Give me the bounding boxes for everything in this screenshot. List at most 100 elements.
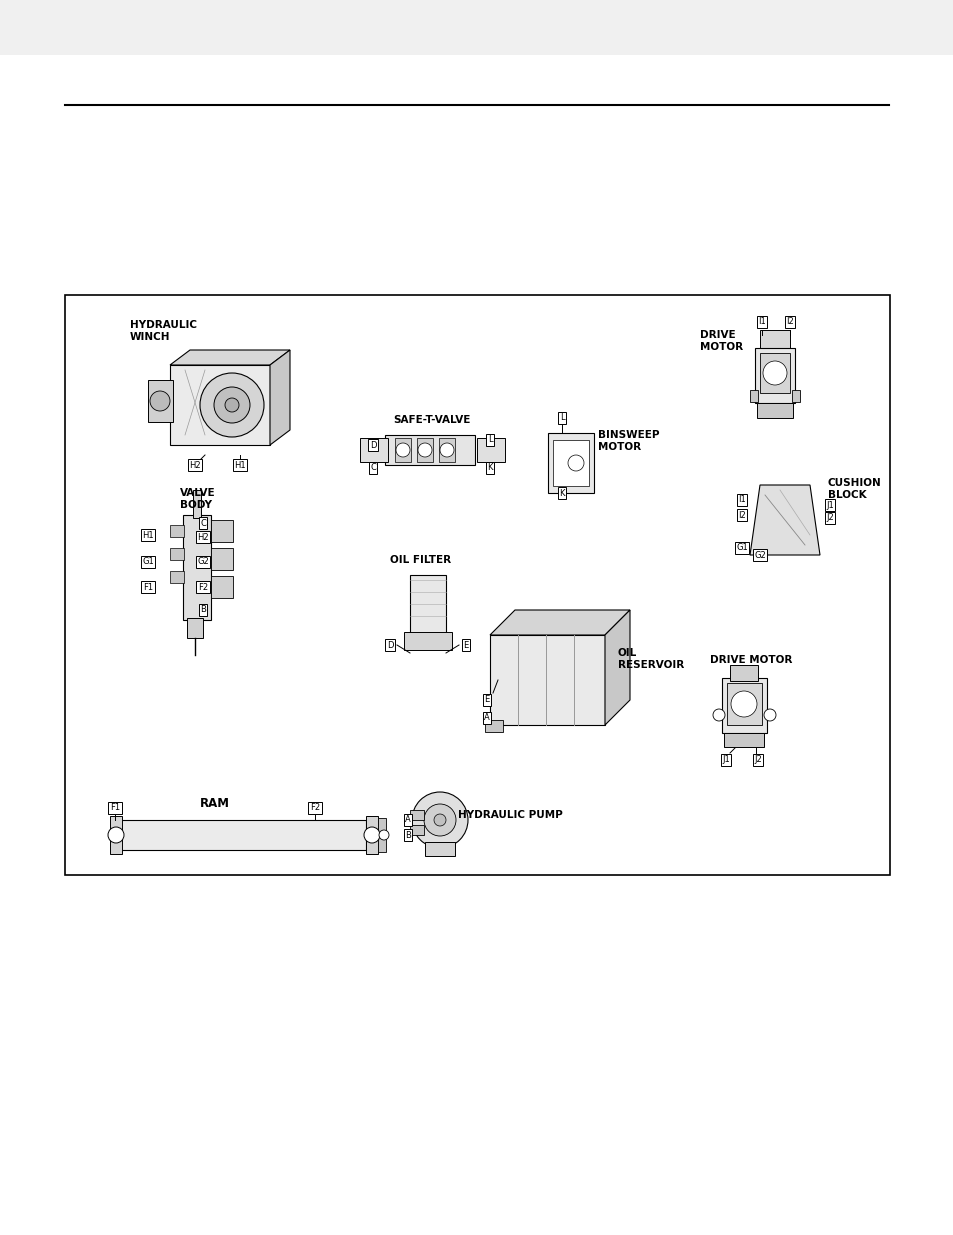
Text: G2: G2 [197, 557, 209, 567]
Bar [438, 438, 455, 462]
Text: VALVE
BODY: VALVE BODY [180, 488, 215, 510]
Circle shape [225, 398, 239, 412]
Text: E: E [463, 641, 468, 650]
Bar [403, 632, 452, 650]
Bar [0, 0, 953, 56]
Circle shape [412, 792, 468, 848]
Polygon shape [490, 610, 629, 635]
Circle shape [423, 804, 456, 836]
Text: H2: H2 [197, 532, 209, 541]
Bar [757, 403, 792, 417]
Bar [170, 571, 184, 583]
Text: C: C [200, 519, 206, 527]
Text: G1: G1 [142, 557, 153, 567]
Text: F1: F1 [110, 804, 120, 813]
Bar [726, 683, 761, 725]
Text: J2: J2 [825, 514, 833, 522]
Text: CUSHION
BLOCK: CUSHION BLOCK [827, 478, 881, 500]
Text: OIL
RESERVOIR: OIL RESERVOIR [618, 648, 683, 671]
Text: D: D [370, 441, 375, 450]
Bar [211, 520, 233, 542]
Circle shape [108, 827, 124, 844]
Text: SAFE-T-VALVE: SAFE-T-VALVE [393, 415, 470, 425]
Text: A: A [405, 815, 411, 825]
Circle shape [417, 443, 432, 457]
Bar [65, 295, 889, 876]
Text: DRIVE MOTOR: DRIVE MOTOR [709, 655, 792, 664]
Text: F2: F2 [197, 583, 208, 592]
Text: I2: I2 [738, 510, 745, 520]
Bar [193, 490, 201, 517]
Text: L: L [487, 436, 492, 445]
Text: HYDRAULIC PUMP: HYDRAULIC PUMP [457, 810, 562, 820]
Bar [170, 548, 184, 559]
Bar [424, 842, 455, 856]
Circle shape [567, 454, 583, 471]
Text: L: L [559, 414, 564, 422]
Circle shape [364, 827, 379, 844]
Bar [729, 664, 758, 680]
Circle shape [395, 443, 410, 457]
Bar [110, 816, 122, 853]
Text: E: E [484, 695, 489, 704]
Bar [359, 438, 388, 462]
Text: B: B [200, 605, 206, 615]
Bar [754, 348, 794, 403]
Bar [148, 380, 172, 422]
Text: OIL FILTER: OIL FILTER [390, 555, 451, 564]
Bar [721, 678, 766, 734]
Bar [187, 618, 203, 638]
Text: I1: I1 [738, 495, 745, 505]
Bar [377, 818, 386, 852]
Text: RAM: RAM [200, 797, 230, 810]
Bar [760, 330, 789, 348]
Text: C: C [370, 463, 375, 473]
Bar [395, 438, 411, 462]
Bar [170, 366, 270, 445]
Text: H1: H1 [233, 461, 246, 469]
Text: BINSWEEP
MOTOR: BINSWEEP MOTOR [598, 430, 659, 452]
Circle shape [150, 391, 170, 411]
Circle shape [434, 814, 446, 826]
Circle shape [378, 830, 389, 840]
Text: F1: F1 [143, 583, 152, 592]
Text: J1: J1 [721, 756, 729, 764]
Bar [553, 440, 588, 487]
Bar [547, 433, 594, 493]
Circle shape [439, 443, 454, 457]
Bar [723, 734, 763, 747]
Circle shape [712, 709, 724, 721]
Circle shape [213, 387, 250, 424]
Text: J2: J2 [753, 756, 761, 764]
Polygon shape [170, 350, 290, 366]
Polygon shape [604, 610, 629, 725]
Polygon shape [270, 350, 290, 445]
Circle shape [762, 361, 786, 385]
Text: I2: I2 [785, 317, 793, 326]
Bar [484, 720, 502, 732]
Bar [385, 435, 475, 466]
Text: J1: J1 [825, 500, 833, 510]
Text: G2: G2 [753, 551, 765, 559]
Circle shape [730, 692, 757, 718]
Text: HYDRAULIC
WINCH: HYDRAULIC WINCH [130, 320, 196, 342]
Circle shape [763, 709, 775, 721]
Text: D: D [386, 641, 393, 650]
Bar [749, 390, 758, 403]
Circle shape [200, 373, 264, 437]
Bar [791, 390, 800, 403]
Text: K: K [487, 463, 493, 473]
Bar [211, 576, 233, 598]
Bar [116, 820, 366, 850]
Text: K: K [558, 489, 564, 498]
Bar [410, 825, 423, 835]
Text: H1: H1 [142, 531, 153, 540]
Bar [183, 515, 211, 620]
Text: A: A [483, 714, 489, 722]
Bar [170, 525, 184, 537]
Bar [490, 635, 604, 725]
Bar [410, 576, 446, 640]
Bar [366, 816, 377, 853]
Text: F2: F2 [310, 804, 319, 813]
Polygon shape [749, 485, 820, 555]
